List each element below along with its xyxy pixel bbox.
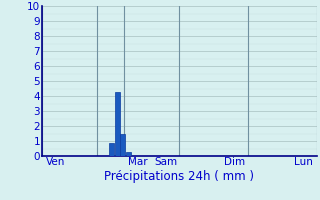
- X-axis label: Précipitations 24h ( mm ): Précipitations 24h ( mm ): [104, 170, 254, 183]
- Bar: [115, 92, 120, 156]
- Bar: [109, 142, 114, 156]
- Bar: [126, 152, 131, 156]
- Bar: [120, 134, 125, 156]
